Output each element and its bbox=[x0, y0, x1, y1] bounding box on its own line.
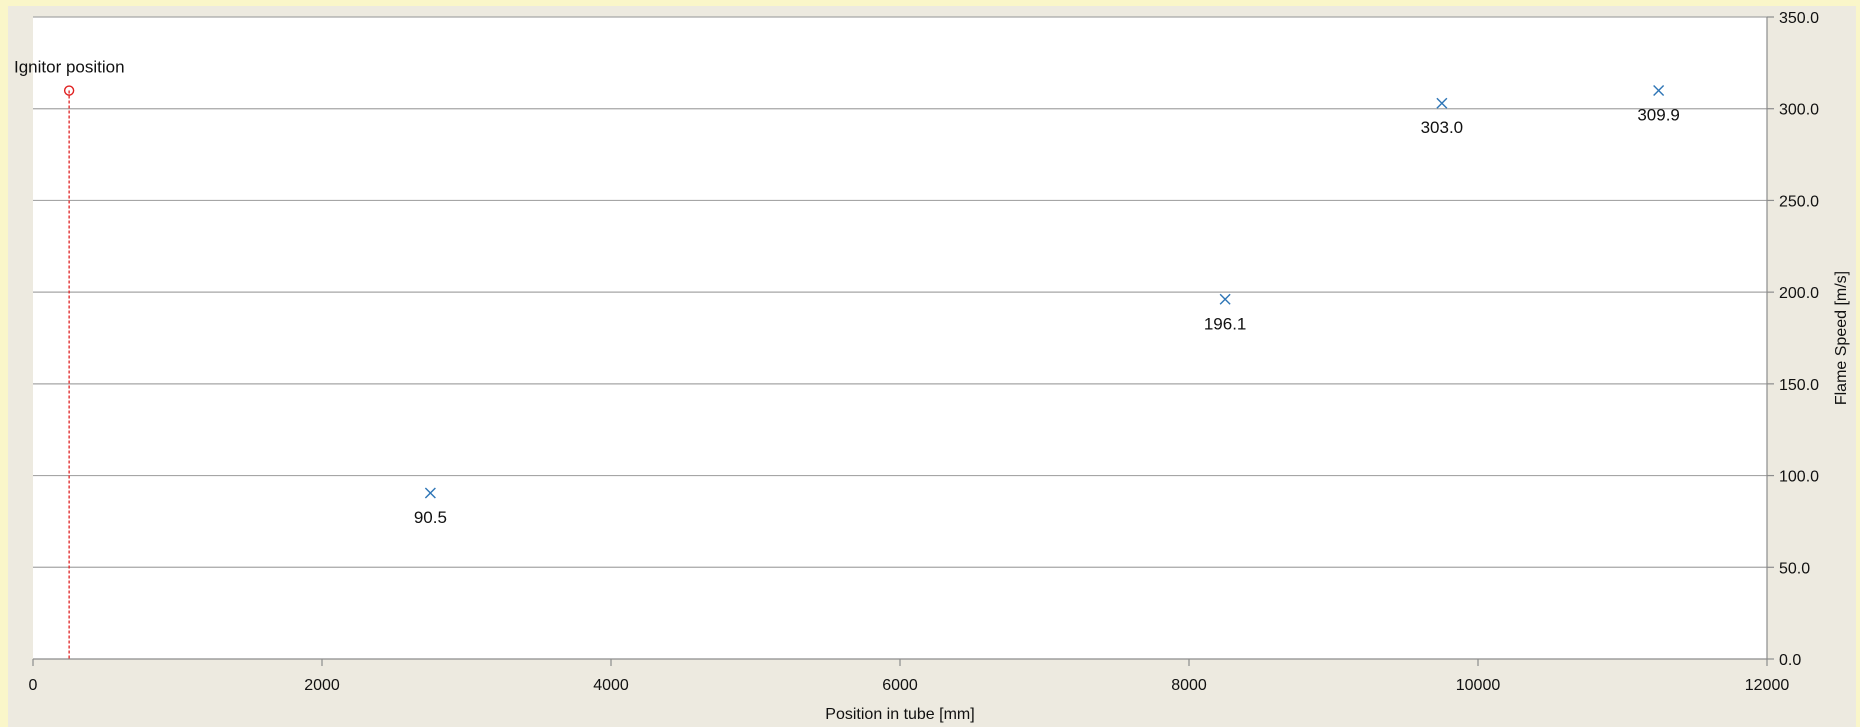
data-point-stroke bbox=[1219, 293, 1231, 305]
gridlines bbox=[33, 16, 1767, 568]
y-tick-label: 300.0 bbox=[1779, 102, 1819, 119]
plot-area bbox=[33, 17, 1767, 659]
data-point-stroke bbox=[1436, 97, 1448, 109]
ignitor-label: Ignitor position bbox=[14, 58, 125, 77]
y-axis-title: Flame Speed [m/s] bbox=[1833, 271, 1850, 405]
y-tick-label: 200.0 bbox=[1779, 285, 1819, 302]
x-tick-label: 2000 bbox=[304, 677, 340, 694]
annotations: Ignitor position bbox=[14, 58, 125, 659]
x-tick-label: 12000 bbox=[1745, 677, 1790, 694]
data-label: 309.9 bbox=[1637, 106, 1680, 125]
y-tick-label: 250.0 bbox=[1779, 193, 1819, 210]
axes: 0.0 50.0 100.0 150.0 200.0 250.0 300.0 350.0 0 20… bbox=[29, 10, 1820, 694]
x-axis-title: Position in tube [mm] bbox=[825, 706, 974, 723]
data-label: 303.0 bbox=[1421, 118, 1464, 137]
x-tick-label: 0 bbox=[29, 677, 38, 694]
y-tick-label: 100.0 bbox=[1779, 469, 1819, 486]
data-label: 90.5 bbox=[414, 508, 447, 527]
x-tick-label: 6000 bbox=[882, 677, 918, 694]
x-tick-label: 8000 bbox=[1171, 677, 1207, 694]
data-point bbox=[1436, 97, 1448, 109]
data-point-stroke bbox=[1653, 85, 1665, 97]
data-series: 90.5 196.1 303.0 309.9 bbox=[414, 85, 1680, 527]
data-point bbox=[424, 487, 436, 499]
data-label: 196.1 bbox=[1204, 314, 1247, 333]
data-point bbox=[1219, 293, 1231, 305]
y-tick-label: 150.0 bbox=[1779, 377, 1819, 394]
x-tick-label: 4000 bbox=[593, 677, 629, 694]
x-tick-label: 10000 bbox=[1456, 677, 1501, 694]
y-tick-label: 50.0 bbox=[1779, 560, 1810, 577]
y-tick-label: 0.0 bbox=[1779, 652, 1801, 669]
data-point-stroke bbox=[424, 487, 436, 499]
data-point bbox=[1653, 85, 1665, 97]
ignitor-marker bbox=[63, 85, 75, 96]
y-tick-label: 350.0 bbox=[1779, 10, 1819, 27]
